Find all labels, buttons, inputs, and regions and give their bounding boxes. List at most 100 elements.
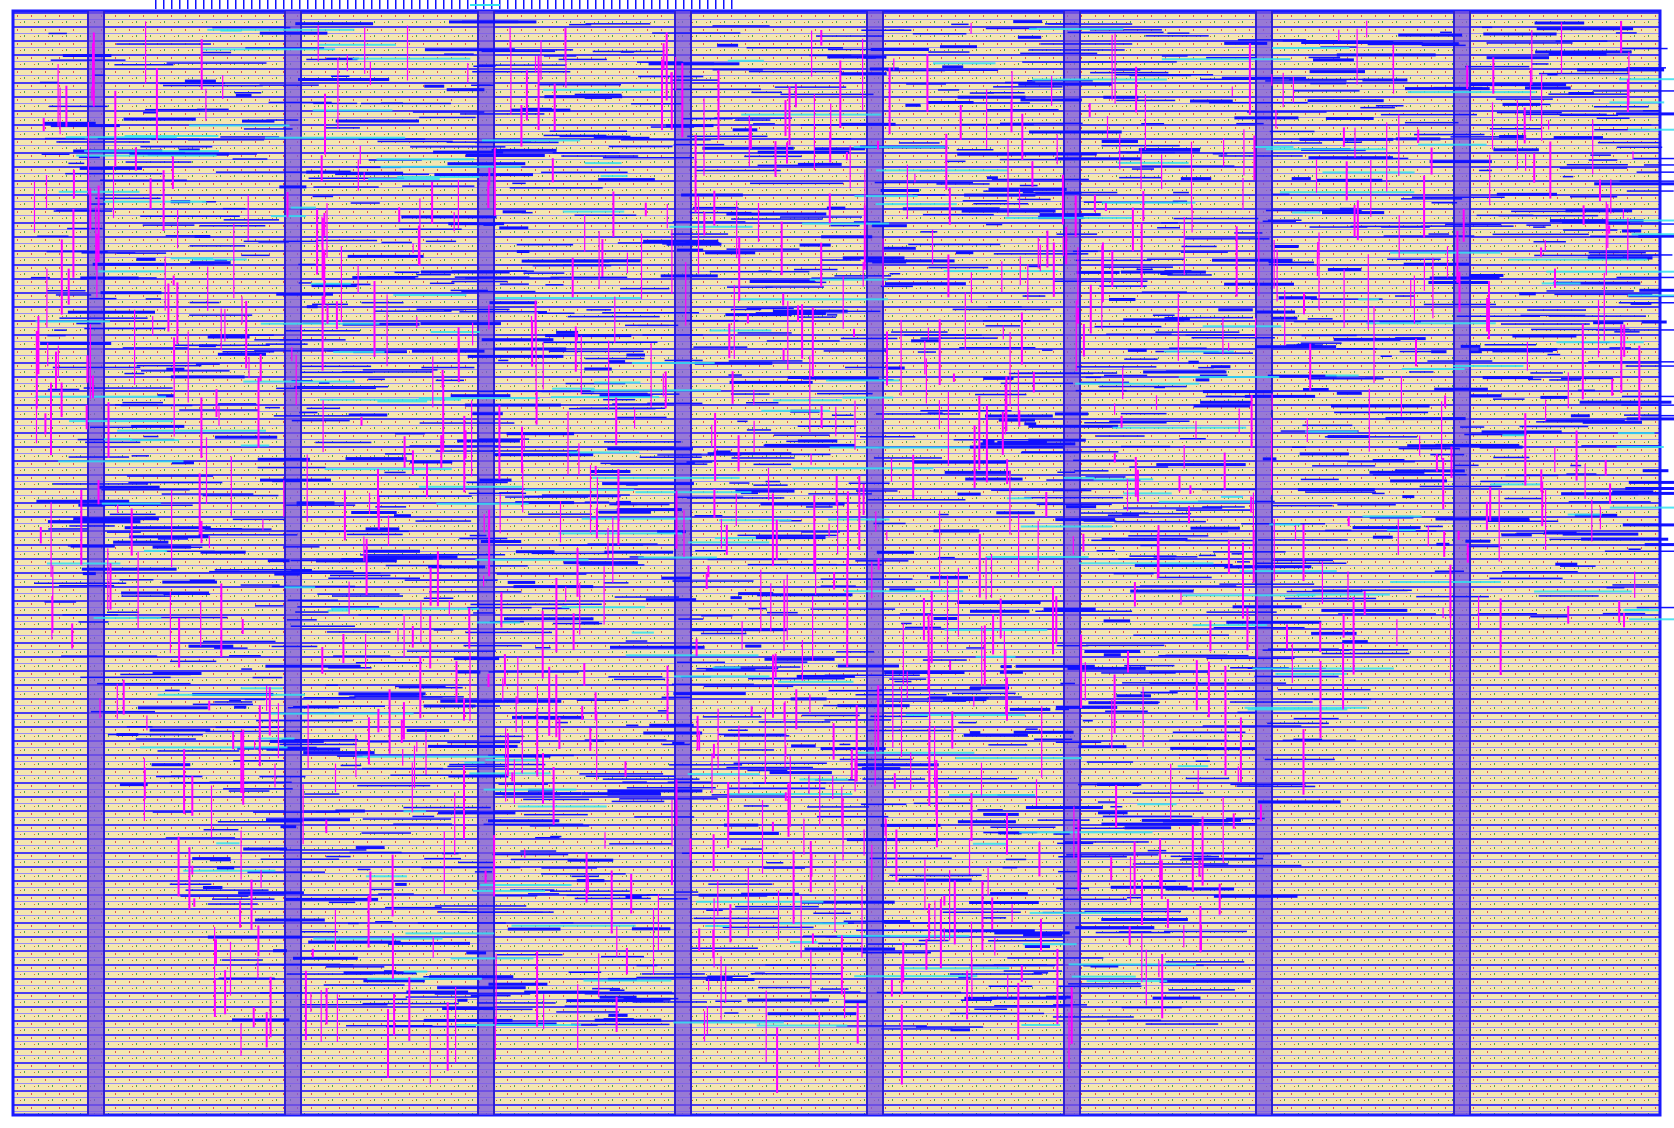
metal-wire-v	[877, 558, 880, 570]
metal-wire-h	[481, 699, 562, 703]
metal-wire-v	[295, 354, 297, 406]
metal-wire-v	[906, 671, 908, 699]
metal-wire-h	[1169, 317, 1190, 321]
metal-wire-h	[1167, 274, 1212, 276]
metal-wire-v	[335, 301, 338, 330]
metal-wire-v	[321, 218, 324, 281]
metal-wire-h	[594, 1018, 662, 1022]
metal-wire-v	[1488, 281, 1490, 340]
metal-wire-v	[717, 880, 719, 917]
metal-wire-v	[542, 342, 544, 390]
metal-wire-h	[315, 239, 378, 242]
io-pin	[563, 0, 565, 9]
metal-wire-h	[693, 917, 779, 920]
metal-wire-h	[293, 956, 358, 960]
metal-wire-v	[91, 375, 94, 398]
metal-wire-cyan	[1020, 525, 1113, 528]
metal-wire-h	[326, 855, 351, 858]
metal-wire-h	[459, 537, 508, 540]
metal-wire-h	[705, 978, 755, 981]
metal-wire-h	[870, 715, 928, 718]
metal-wire-v	[783, 579, 785, 651]
metal-wire-h	[1086, 644, 1165, 647]
metal-wire-h	[658, 898, 688, 900]
metal-wire-h	[1530, 616, 1568, 618]
metal-wire-v	[254, 740, 256, 750]
metal-wire-h	[62, 614, 119, 616]
metal-wire-h	[1193, 404, 1250, 408]
metal-wire-h	[1218, 155, 1303, 157]
metal-wire-h	[1590, 154, 1611, 156]
metal-wire-h	[936, 183, 990, 185]
metal-wire-h	[515, 550, 555, 554]
metal-wire-h	[565, 382, 626, 385]
metal-wire-v	[198, 473, 201, 535]
metal-wire-v	[488, 167, 491, 186]
io-pin	[451, 0, 453, 9]
metal-wire-h	[1035, 191, 1082, 195]
metal-wire-h	[433, 629, 454, 631]
metal-wire-h	[1169, 690, 1257, 692]
metal-wire-h	[1073, 459, 1135, 462]
metal-wire-v	[146, 715, 148, 731]
metal-wire-v	[413, 745, 416, 789]
metal-wire-v	[783, 702, 785, 723]
metal-wire-v	[97, 480, 100, 505]
metal-wire-v	[1599, 179, 1601, 202]
metal-wire-cyan	[1609, 506, 1674, 509]
metal-wire-v	[594, 692, 597, 721]
metal-wire-h	[657, 530, 686, 534]
metal-wire-h	[802, 714, 860, 717]
metal-wire-v	[534, 300, 537, 335]
metal-wire-v	[1609, 483, 1612, 504]
metal-wire-h	[824, 719, 892, 721]
metal-wire-h	[616, 500, 631, 504]
metal-wire-v	[429, 616, 432, 669]
metal-wire-h	[184, 79, 216, 83]
metal-wire-v	[615, 397, 618, 446]
metal-wire-h	[848, 482, 890, 484]
metal-wire-h	[1291, 177, 1311, 181]
metal-wire-h	[223, 788, 293, 790]
metal-wire-h	[1237, 711, 1257, 714]
metal-wire-v	[1231, 86, 1233, 97]
metal-wire-h	[737, 749, 775, 751]
metal-wire-h	[1593, 321, 1624, 325]
metal-wire-h	[558, 58, 607, 61]
metal-wire-h	[450, 215, 469, 218]
metal-wire-v	[947, 391, 949, 466]
metal-wire-h	[1592, 90, 1674, 92]
metal-wire-v	[1189, 485, 1192, 494]
metal-wire-h	[642, 334, 703, 336]
metal-wire-h	[381, 241, 412, 244]
metal-wire-h	[331, 75, 350, 77]
metal-wire-v	[321, 216, 323, 248]
metal-wire-v	[1113, 674, 1116, 734]
metal-wire-h	[159, 153, 257, 155]
metal-wire-h	[1138, 148, 1201, 151]
metal-wire-v	[1591, 499, 1593, 542]
metal-wire-v	[733, 284, 735, 359]
metal-wire-h	[685, 241, 720, 244]
metal-wire-h	[442, 852, 459, 855]
metal-wire-v	[337, 57, 339, 129]
metal-wire-h	[707, 558, 788, 561]
metal-wire-cyan	[524, 488, 635, 491]
metal-wire-h	[807, 806, 869, 808]
metal-wire-h	[350, 202, 380, 204]
metal-wire-cyan	[799, 778, 849, 781]
metal-wire-v	[1397, 519, 1399, 555]
metal-wire-v	[364, 27, 366, 74]
metal-wire-h	[420, 322, 501, 326]
metal-wire-h	[1398, 33, 1463, 37]
metal-wire-v	[900, 964, 903, 995]
metal-wire-v	[757, 203, 760, 242]
metal-wire-v	[1070, 987, 1073, 1044]
metal-wire-h	[1512, 334, 1577, 338]
metal-wire-h	[729, 380, 813, 384]
metal-wire-v	[945, 133, 948, 190]
metal-wire-h	[872, 224, 907, 228]
metal-wire-v	[1235, 226, 1238, 297]
metal-wire-h	[306, 58, 358, 61]
metal-wire-cyan	[1556, 341, 1644, 344]
